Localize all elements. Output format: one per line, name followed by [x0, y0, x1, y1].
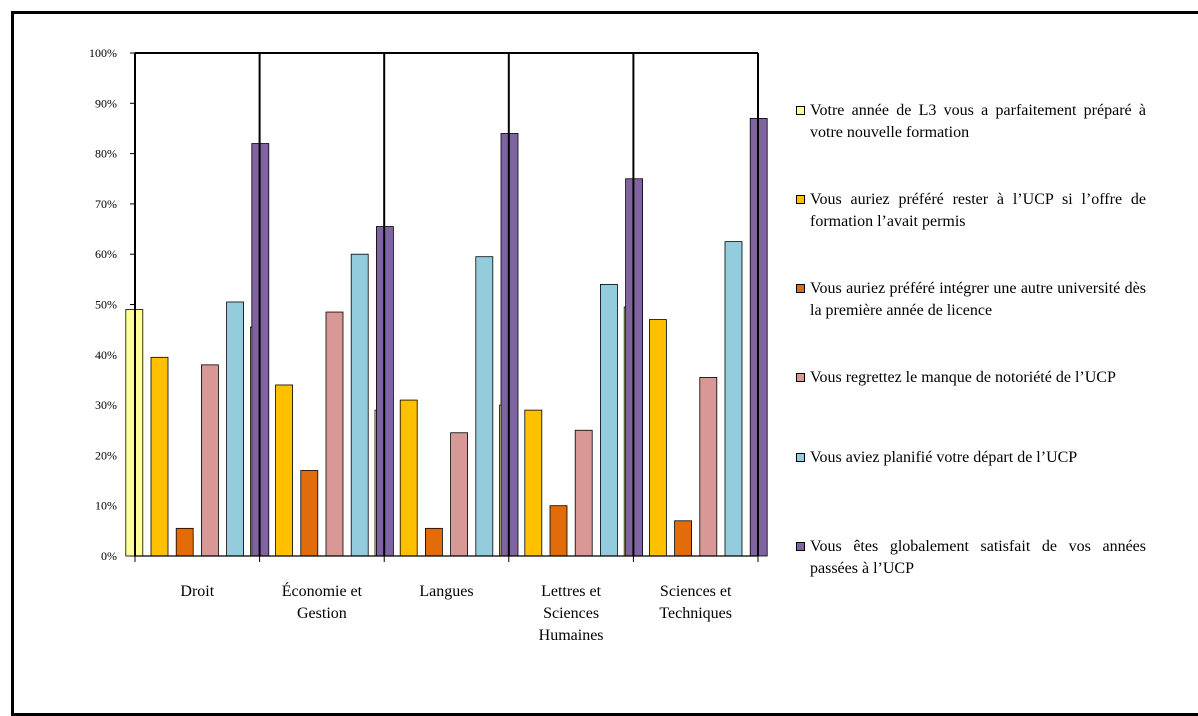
bar: [275, 384, 294, 557]
bar: [649, 319, 667, 557]
category-label-line: Lettres et: [541, 583, 602, 600]
y-tick-label: 10%: [95, 499, 117, 513]
category-label: Sciences et Techniques: [659, 583, 732, 622]
legend-swatch: [796, 106, 805, 115]
bar: [226, 301, 245, 557]
y-tick-label: 80%: [95, 147, 117, 161]
legend-item: Vous aviez planifié votre départ de l’UC…: [796, 447, 1146, 469]
y-tick-label: 50%: [95, 298, 117, 312]
bar: [175, 527, 194, 557]
bar: [424, 527, 443, 557]
bar: [150, 356, 169, 557]
legend-swatch: [796, 195, 805, 204]
bar: [475, 256, 494, 557]
legend-item: Votre année de L3 vous a parfaitement pr…: [796, 100, 1146, 144]
category-label-line: Gestion: [297, 605, 347, 622]
category-label-line: Économie et: [282, 581, 363, 600]
bar: [674, 520, 692, 557]
category-label-line: Langues: [419, 583, 473, 600]
bar: [549, 505, 568, 557]
legend-swatch: [796, 373, 805, 382]
legend-swatch: [796, 284, 805, 293]
bar: [600, 283, 618, 557]
legend-label: Vous auriez préféré rester à l’UCP si l’…: [810, 191, 1146, 230]
y-tick-label: 90%: [95, 96, 117, 110]
y-tick-label: 60%: [95, 247, 117, 261]
category-label-line: Techniques: [659, 605, 732, 622]
legend-label: Vous regrettez le manque de notoriété de…: [810, 369, 1116, 386]
bar: [325, 311, 344, 557]
legend-item: Vous auriez préféré intégrer une autre u…: [796, 278, 1146, 322]
category-label-line: Droit: [180, 583, 214, 600]
bar: [699, 377, 718, 557]
category-label-line: Sciences: [543, 605, 599, 622]
bar: [399, 399, 418, 557]
y-tick-label: 70%: [95, 197, 117, 211]
category-label: Économie et Gestion: [282, 581, 363, 622]
bar: [300, 470, 319, 557]
legend-item: Vous regrettez le manque de notoriété de…: [796, 367, 1146, 389]
bar: [450, 432, 469, 557]
y-tick-label: 20%: [95, 448, 117, 462]
y-tick-label: 40%: [95, 348, 117, 362]
bar: [524, 409, 543, 557]
legend-item: Vous auriez préféré rester à l’UCP si l’…: [796, 189, 1146, 233]
legend-swatch: [796, 453, 805, 462]
y-tick-label: 100%: [89, 46, 117, 60]
bar: [574, 429, 593, 557]
legend-label: Vous êtes globalement satisfait de vos a…: [810, 538, 1146, 577]
category-label: Droit: [180, 583, 214, 600]
category-label: Lettres et Sciences Humaines: [539, 583, 604, 644]
legend-label: Votre année de L3 vous a parfaitement pr…: [810, 102, 1146, 141]
legend-label: Vous aviez planifié votre départ de l’UC…: [810, 449, 1078, 466]
legend-swatch: [796, 542, 805, 551]
legend-label: Vous auriez préféré intégrer une autre u…: [810, 280, 1146, 319]
bar: [724, 241, 743, 557]
y-tick-label: 30%: [95, 398, 117, 412]
y-tick-label: 0%: [101, 549, 117, 563]
bar: [350, 253, 369, 557]
bar: [200, 364, 219, 557]
category-label-line: Sciences et: [660, 583, 732, 600]
category-label: Langues: [419, 583, 473, 600]
legend-item: Vous êtes globalement satisfait de vos a…: [796, 536, 1146, 580]
category-label-line: Humaines: [539, 627, 604, 644]
